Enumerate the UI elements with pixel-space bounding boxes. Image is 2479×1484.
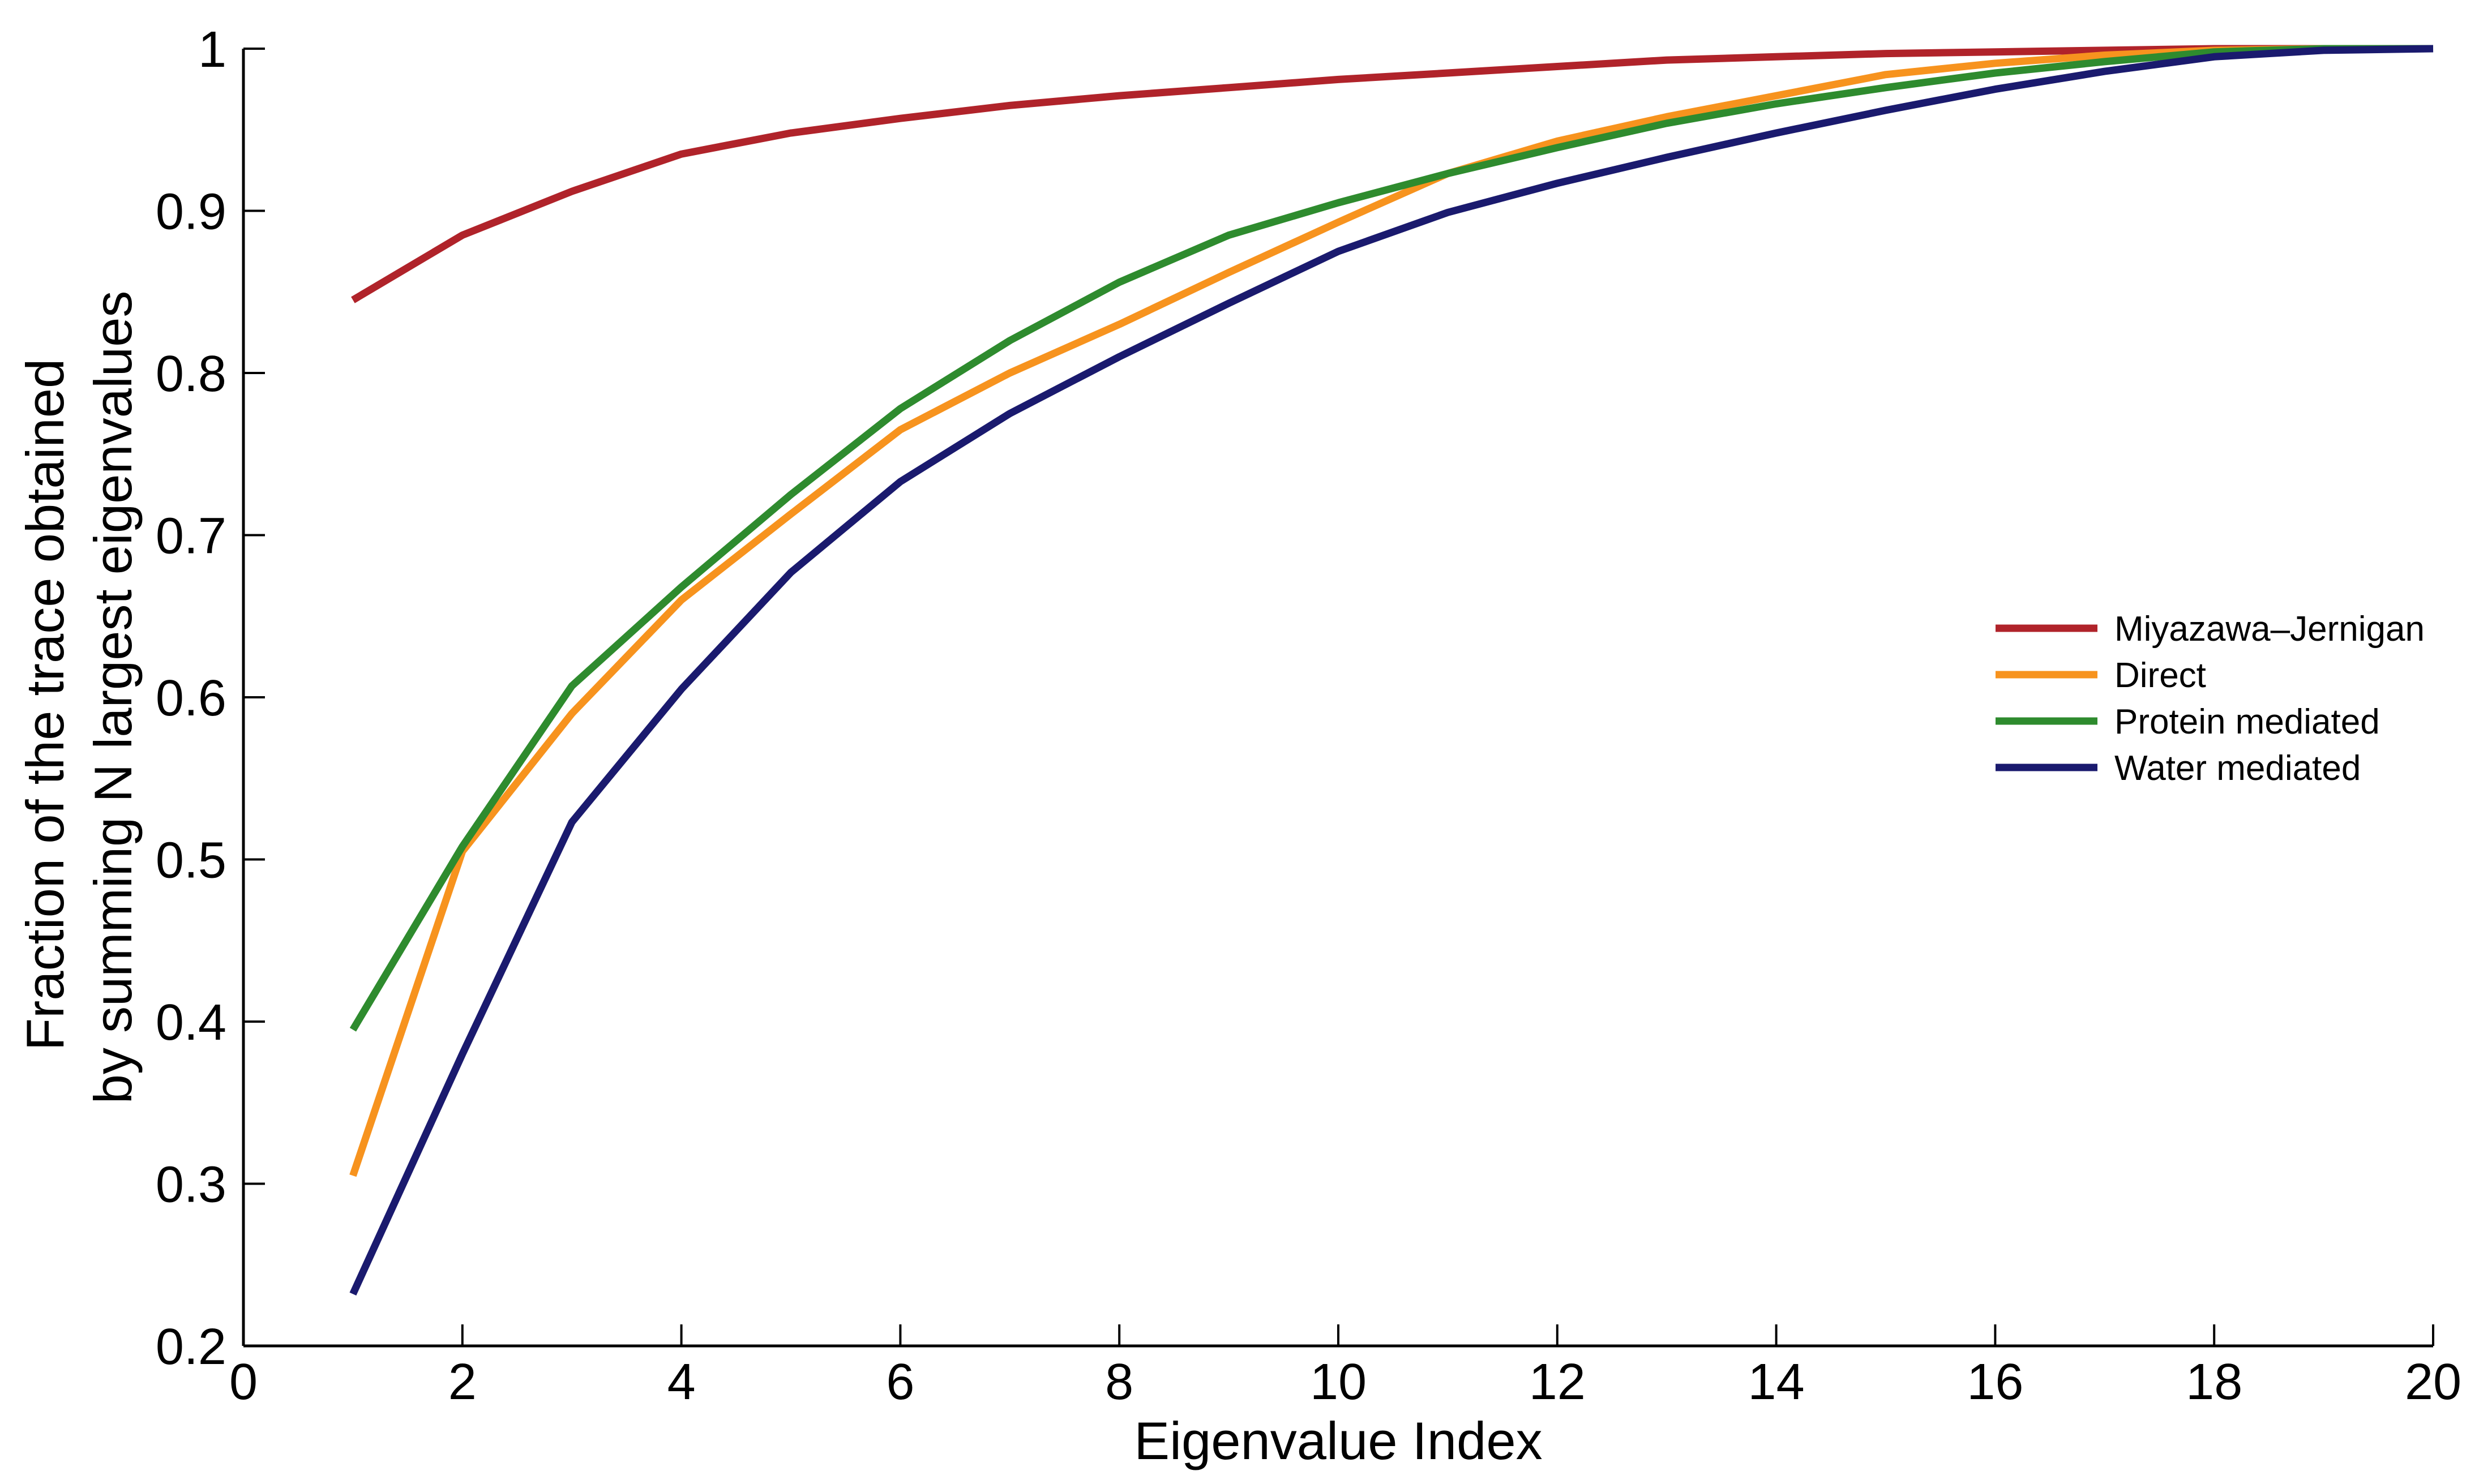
x-tick-label: 20: [2405, 1354, 2461, 1410]
y-axis-title-line-2: by summing N largest eigenvalues: [83, 291, 143, 1104]
series-line-protein-mediated: [349, 45, 2433, 1032]
y-axis-title: Fraction of the trace obtained by summin…: [15, 291, 143, 1104]
x-tick-label: 16: [1967, 1354, 2023, 1410]
y-tick-label: 0.6: [156, 670, 226, 727]
legend-label: Direct: [2114, 656, 2206, 695]
x-tick-label: 4: [667, 1354, 696, 1410]
x-tick-label: 6: [886, 1354, 914, 1410]
x-tick-label: 8: [1105, 1354, 1133, 1410]
x-tick-label: 18: [2186, 1354, 2242, 1410]
y-tick-label: 0.3: [156, 1157, 226, 1213]
series-line-direct: [349, 45, 2433, 1177]
y-tick-label: 0.5: [156, 833, 226, 889]
y-tick-label: 1: [198, 22, 226, 78]
x-tick-label: 0: [229, 1354, 258, 1410]
legend-label: Water mediated: [2114, 749, 2361, 788]
x-tick-label: 14: [1748, 1354, 1805, 1410]
x-axis-title: Eigenvalue Index: [1134, 1411, 1542, 1470]
legend: Miyazawa–Jernigan Direct Protein mediated W…: [1996, 610, 2425, 788]
y-axis-title-line-1: Fraction of the trace obtained: [15, 359, 75, 1051]
y-tick-label: 0.4: [156, 994, 226, 1051]
y-tick-label: 0.9: [156, 184, 226, 241]
x-tick-label: 2: [448, 1354, 477, 1410]
axes: 0 2 4 6 8 10 12 14 16 18 20 0.2 0.3 0.4 0.5 0.6 0.7 0.8 0.…: [156, 22, 2461, 1410]
series-line-water-mediated: [349, 45, 2434, 1296]
y-tick-label: 0.7: [156, 508, 226, 565]
series-lines: [349, 45, 2434, 1296]
y-tick-label: 0.8: [156, 346, 226, 402]
y-tick-label: 0.2: [156, 1319, 226, 1375]
series-line-miyazawa-jernigan: [351, 45, 2433, 303]
x-tick-label: 12: [1529, 1354, 1586, 1410]
legend-label: Miyazawa–Jernigan: [2114, 610, 2425, 649]
x-tick-label: 10: [1310, 1354, 1367, 1410]
legend-label: Protein mediated: [2114, 702, 2380, 741]
